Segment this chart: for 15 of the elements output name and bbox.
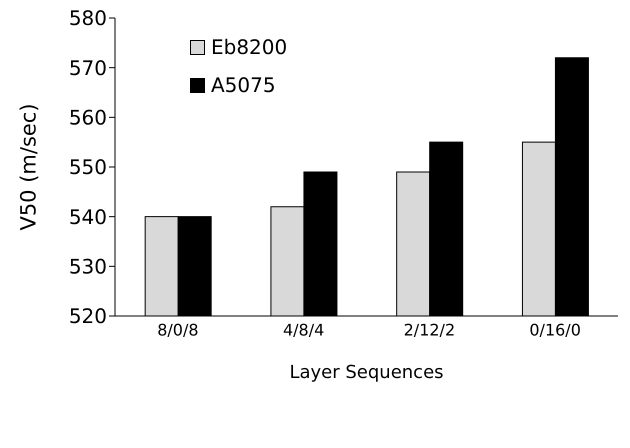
y-tick-label: 550 <box>68 155 107 180</box>
x-axis-title: Layer Sequences <box>289 362 444 383</box>
legend-label: A5075 <box>211 73 276 97</box>
x-tick-label: 8/0/8 <box>157 320 199 340</box>
y-axis-title: V50 (m/sec) <box>16 103 40 231</box>
y-tick-label: 530 <box>68 254 107 278</box>
x-tick-label: 0/16/0 <box>529 320 581 340</box>
y-tick-label: 540 <box>68 204 107 229</box>
y-tick-label: 580 <box>68 6 107 30</box>
y-tick-label: 560 <box>68 105 107 130</box>
x-tick-label: 2/12/2 <box>404 320 456 340</box>
x-tick-label: 4/8/4 <box>282 320 324 340</box>
y-tick-label: 520 <box>68 304 107 328</box>
y-tick-label: 570 <box>68 56 107 80</box>
legend-label: Eb8200 <box>211 35 288 59</box>
